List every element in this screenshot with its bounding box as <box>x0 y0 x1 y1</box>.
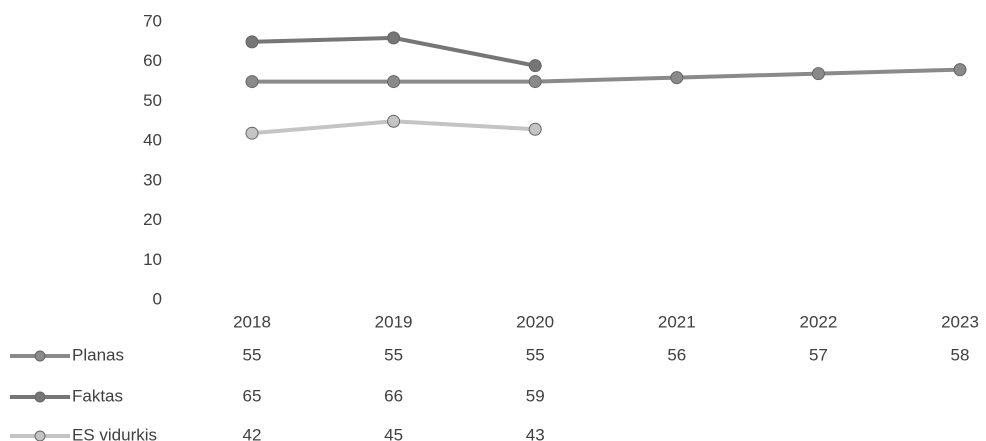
y-tick-label: 0 <box>153 289 162 308</box>
y-tick-label: 70 <box>143 11 162 30</box>
series-marker <box>387 114 401 128</box>
series-marker <box>245 35 259 49</box>
x-tick-label: 2020 <box>516 312 554 331</box>
y-tick-label: 20 <box>143 210 162 229</box>
series-marker <box>953 63 967 77</box>
x-tick-label: 2018 <box>233 312 271 331</box>
series-marker <box>528 122 542 136</box>
legend-marker <box>34 391 46 403</box>
x-tick-label: 2022 <box>799 312 837 331</box>
x-tick-label: 2019 <box>375 312 413 331</box>
table-value: 43 <box>526 425 545 441</box>
table-value: 55 <box>526 345 545 364</box>
x-tick-label: 2023 <box>941 312 979 331</box>
table-value: 55 <box>243 345 262 364</box>
legend-marker <box>34 430 46 441</box>
y-tick-label: 50 <box>143 91 162 110</box>
table-value: 66 <box>384 386 403 405</box>
table-value: 45 <box>384 425 403 441</box>
series-marker <box>245 126 259 140</box>
legend-label: ES vidurkis <box>72 425 157 441</box>
table-value: 57 <box>809 345 828 364</box>
table-value: 55 <box>384 345 403 364</box>
series-marker <box>387 31 401 45</box>
series-marker <box>528 59 542 73</box>
series-marker <box>245 75 259 89</box>
y-tick-label: 30 <box>143 170 162 189</box>
series-marker <box>811 67 825 81</box>
table-value: 58 <box>951 345 970 364</box>
series-marker <box>387 75 401 89</box>
legend-label: Faktas <box>72 386 123 405</box>
series-marker <box>670 71 684 85</box>
table-value: 42 <box>243 425 262 441</box>
table-value: 65 <box>243 386 262 405</box>
series-line <box>252 67 961 84</box>
y-tick-label: 60 <box>143 51 162 70</box>
table-value: 56 <box>667 345 686 364</box>
legend-marker <box>34 350 46 362</box>
x-tick-label: 2021 <box>658 312 696 331</box>
legend-label: Planas <box>72 345 124 364</box>
y-tick-label: 40 <box>143 131 162 150</box>
table-value: 59 <box>526 386 545 405</box>
y-tick-label: 10 <box>143 250 162 269</box>
series-marker <box>528 75 542 89</box>
